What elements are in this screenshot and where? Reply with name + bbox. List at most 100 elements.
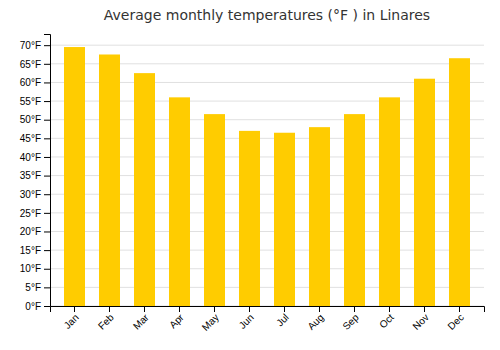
tick-label: 55°F [20, 96, 41, 107]
bar [239, 131, 260, 306]
bar [379, 97, 400, 306]
tick-label: Mar [131, 311, 151, 331]
tick-label: 0°F [25, 301, 41, 312]
bar [344, 114, 365, 306]
tick-label: Sep [341, 311, 362, 332]
tick-mark [44, 231, 50, 232]
tick: Mar [131, 306, 151, 332]
tick-label: Nov [411, 312, 431, 332]
tick-mark [389, 306, 390, 312]
tick-mark [74, 306, 75, 312]
tick-mark [179, 306, 180, 312]
tick-mark [44, 138, 50, 139]
grid-line [50, 45, 484, 46]
tick-mark [44, 306, 50, 307]
tick: Apr [167, 306, 186, 330]
bar [449, 58, 470, 306]
tick-label: Jul [274, 312, 291, 329]
tick: Dec [446, 306, 466, 332]
tick-mark [44, 213, 50, 214]
tick: 70°F [20, 40, 50, 51]
bar [134, 73, 155, 306]
tick: May [200, 306, 221, 333]
title: Average monthly temperatures (°F ) in Li… [104, 7, 430, 23]
tick-mark [249, 306, 250, 312]
axis-line [51, 307, 485, 313]
tick-label: Feb [96, 311, 116, 331]
tick: Jan [62, 306, 81, 331]
bar [274, 133, 295, 306]
tick-label: 60°F [20, 77, 41, 88]
tick-mark [44, 194, 50, 195]
tick-label: May [200, 312, 221, 333]
grid [50, 45, 484, 306]
tick: 30°F [20, 189, 50, 200]
x-axis: Jan Feb Mar Apr May Jun Jul Aug Sep Oct Nov Dec [51, 306, 485, 333]
tick: 60°F [20, 77, 50, 88]
axis-line [44, 35, 51, 307]
tick-label: 40°F [20, 152, 41, 163]
tick-mark [459, 306, 460, 312]
bar [169, 97, 190, 306]
bar [99, 54, 120, 306]
tick-mark [44, 120, 50, 121]
tick: 55°F [20, 96, 50, 107]
tick-mark [354, 306, 355, 312]
tick: Nov [411, 306, 431, 332]
tick-mark [44, 64, 50, 65]
tick-label: 15°F [20, 245, 41, 256]
tick-label: 30°F [20, 189, 41, 200]
tick-label: Apr [167, 311, 186, 330]
bars [64, 47, 470, 306]
tick-label: 10°F [20, 263, 41, 274]
tick-label: Oct [377, 312, 396, 331]
tick: 0°F [25, 301, 50, 312]
tick-mark [44, 269, 50, 270]
tick-mark [214, 306, 215, 312]
tick: 25°F [20, 208, 50, 219]
tick-label: 50°F [20, 114, 41, 125]
chart: 0°F 5°F 10°F 15°F 20°F 25°F 30°F 35°F 40°F 45°F 50… [0, 0, 500, 350]
tick-mark [44, 101, 50, 102]
tick: 5°F [25, 282, 50, 293]
tick-label: 20°F [20, 226, 41, 237]
tick-label: Aug [306, 312, 326, 332]
tick-mark [144, 306, 145, 312]
tick-label: 65°F [20, 59, 41, 70]
tick-mark [44, 82, 50, 83]
tick: 20°F [20, 226, 50, 237]
tick-mark [44, 176, 50, 177]
tick: Oct [377, 306, 396, 330]
tick-label: 45°F [20, 133, 41, 144]
tick-label: Jan [62, 312, 81, 331]
tick-mark [44, 157, 50, 158]
tick-mark [44, 45, 50, 46]
tick: Sep [341, 306, 362, 332]
tick: 45°F [20, 133, 50, 144]
tick-mark [109, 306, 110, 312]
tick-mark [319, 306, 320, 312]
tick: Jun [237, 306, 256, 331]
tick-mark [44, 287, 50, 288]
plot: 0°F 5°F 10°F 15°F 20°F 25°F 30°F 35°F 40°F 45°F 50… [20, 35, 485, 333]
tick-label: Dec [446, 312, 466, 332]
tick: 50°F [20, 114, 50, 125]
tick-mark [44, 250, 50, 251]
tick: 15°F [20, 245, 50, 256]
tick: Aug [306, 306, 326, 332]
tick-label: 25°F [20, 208, 41, 219]
bar [309, 127, 330, 306]
tick: 65°F [20, 59, 50, 70]
bar [64, 47, 85, 306]
tick-label: 70°F [20, 40, 41, 51]
tick: 10°F [20, 263, 50, 274]
tick: Jul [274, 306, 291, 328]
bar [414, 79, 435, 306]
y-axis: 0°F 5°F 10°F 15°F 20°F 25°F 30°F 35°F 40°F 45°F 50… [20, 35, 51, 312]
tick: 35°F [20, 170, 50, 181]
bar [204, 114, 225, 306]
tick: Feb [96, 306, 116, 332]
tick-mark [284, 306, 285, 312]
tick: 40°F [20, 152, 50, 163]
tick-mark [424, 306, 425, 312]
